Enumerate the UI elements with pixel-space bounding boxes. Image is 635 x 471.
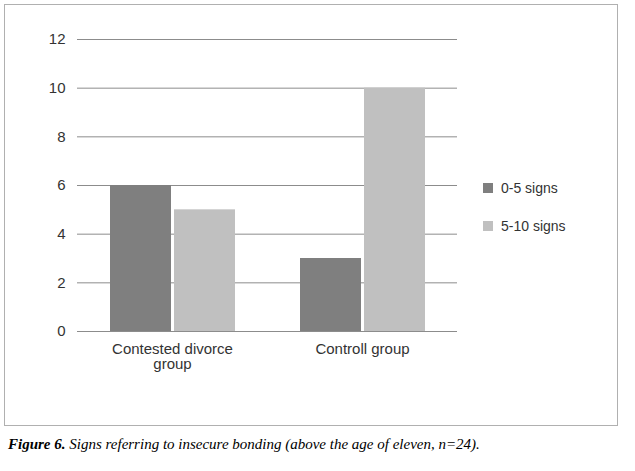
svg-text:4: 4 [57,225,65,242]
svg-text:10: 10 [49,79,66,96]
svg-text:Contested divorcegroup: Contested divorcegroup [112,340,233,372]
html-text:0-5 signs: 0-5 signs [501,180,558,196]
svg-text:6: 6 [57,176,65,193]
html-text:Figure 6. Signs referring to i: Figure 6. Signs referring to insecure bo… [8,436,480,452]
svg-text:12: 12 [49,30,66,47]
svg-text:0: 0 [57,322,65,339]
svg-text:2: 2 [57,274,65,291]
html-text:5-10 signs: 5-10 signs [501,218,566,234]
svg-text:8: 8 [57,128,65,145]
svg-text:Controll group: Controll group [315,340,409,357]
